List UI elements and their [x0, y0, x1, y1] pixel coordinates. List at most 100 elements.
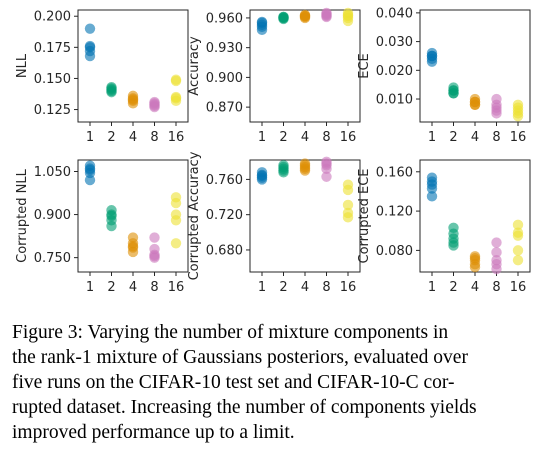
x-tick-label: 2 — [449, 280, 457, 295]
data-point — [321, 163, 332, 175]
y-tick-label: 0.760 — [206, 173, 243, 188]
y-axis-label: Accuracy — [187, 36, 202, 96]
x-tick-label: 1 — [86, 130, 94, 145]
y-tick-label: 0.080 — [376, 244, 413, 259]
y-tick-label: 0.030 — [376, 35, 413, 50]
data-point — [299, 10, 311, 22]
x-tick-label: 8 — [322, 130, 330, 145]
caption-line-3: five runs on the CIFAR-10 test set and C… — [12, 372, 455, 393]
data-point — [84, 163, 96, 174]
y-axis-label: Corrupted ECE — [357, 169, 372, 264]
data-point — [491, 102, 502, 113]
x-tick-label: 1 — [258, 280, 266, 295]
y-tick-label: 0.870 — [206, 101, 243, 116]
data-point — [426, 183, 438, 194]
x-tick-label: 4 — [129, 130, 137, 145]
data-point — [149, 232, 160, 243]
caption-line-2: the rank-1 mixture of Gaussians posterio… — [12, 347, 468, 368]
y-tick-label: 0.125 — [34, 103, 71, 118]
x-tick-label: 4 — [471, 280, 479, 295]
y-tick-label: 0.900 — [206, 71, 243, 86]
figure-caption: Figure 3: Varying the number of mixture … — [12, 320, 547, 445]
x-tick-label: 1 — [86, 280, 94, 295]
data-point — [256, 24, 268, 36]
x-tick-label: 2 — [449, 130, 457, 145]
data-point — [84, 50, 96, 62]
data-point — [106, 81, 117, 93]
x-tick-label: 16 — [340, 130, 357, 145]
y-axis-label: Corrupted NLL — [15, 168, 30, 262]
caption-line-5: improved performance up to a limit. — [12, 422, 295, 443]
x-tick-label: 8 — [322, 280, 330, 295]
x-tick-label: 2 — [279, 280, 287, 295]
panel-6: 0.080 0.120 0.160 1 2 4 8 16 Corrupted ECE — [357, 159, 531, 295]
x-tick-label: 16 — [510, 130, 527, 145]
data-point — [426, 50, 438, 62]
data-point — [512, 105, 524, 116]
data-point — [342, 9, 354, 21]
data-point — [342, 184, 354, 196]
data-point — [149, 251, 160, 262]
data-point — [512, 219, 524, 231]
x-tick-label: 8 — [492, 130, 500, 145]
data-point — [106, 220, 117, 232]
x-tick-label: 2 — [279, 130, 287, 145]
data-point — [127, 93, 139, 104]
data-point — [321, 171, 332, 182]
panel-3: 0.010 0.020 0.030 0.040 1 2 4 8 16 ECE — [357, 6, 531, 145]
x-tick-label: 16 — [168, 130, 185, 145]
data-point — [149, 100, 160, 112]
data-point — [278, 11, 289, 23]
data-point — [170, 197, 182, 209]
data-point — [256, 170, 268, 182]
data-point — [127, 242, 139, 253]
x-tick-label: 4 — [301, 280, 309, 295]
data-point — [84, 23, 96, 34]
y-tick-label: 0.160 — [376, 165, 413, 180]
panel-2: 0.870 0.900 0.930 0.960 1 2 4 8 16 Accuracy — [187, 7, 361, 145]
data-point — [256, 16, 268, 28]
y-tick-label: 0.150 — [34, 72, 71, 87]
data-point — [106, 210, 117, 222]
y-axis-label: NLL — [15, 53, 30, 78]
x-tick-label: 2 — [107, 130, 115, 145]
y-tick-label: 0.960 — [206, 11, 243, 26]
data-point — [170, 238, 182, 249]
x-tick-label: 1 — [258, 130, 266, 145]
data-point — [342, 212, 354, 223]
y-tick-label: 0.720 — [206, 208, 243, 223]
y-tick-label: 0.010 — [376, 93, 413, 108]
data-point — [491, 237, 502, 248]
x-tick-label: 4 — [471, 130, 479, 145]
x-tick-label: 4 — [301, 130, 309, 145]
y-tick-label: 0.900 — [34, 208, 71, 223]
y-tick-label: 0.120 — [376, 205, 413, 220]
y-axis-label: ECE — [357, 53, 372, 79]
y-tick-label: 0.200 — [34, 10, 71, 25]
y-axis-label: Corrupted Accuracy — [187, 151, 202, 280]
x-tick-label: 16 — [510, 280, 527, 295]
y-tick-label: 1.050 — [34, 165, 71, 180]
x-tick-label: 1 — [428, 130, 436, 145]
y-tick-label: 0.930 — [206, 41, 243, 56]
x-tick-label: 8 — [150, 130, 158, 145]
data-point — [84, 174, 96, 186]
y-tick-label: 0.040 — [376, 6, 413, 21]
y-tick-label: 0.175 — [34, 41, 71, 56]
data-point — [448, 85, 459, 96]
data-point — [512, 230, 524, 241]
data-point — [278, 167, 289, 178]
data-point — [512, 255, 524, 266]
data-point — [512, 245, 524, 256]
y-tick-label: 0.020 — [376, 64, 413, 79]
data-point — [170, 215, 182, 226]
x-tick-label: 16 — [340, 280, 357, 295]
data-point — [491, 263, 502, 275]
data-point — [491, 247, 502, 258]
caption-line-1: Figure 3: Varying the number of mixture … — [12, 322, 449, 343]
data-point — [469, 261, 481, 273]
x-tick-label: 8 — [492, 280, 500, 295]
x-tick-label: 16 — [168, 280, 185, 295]
data-point — [321, 8, 332, 20]
